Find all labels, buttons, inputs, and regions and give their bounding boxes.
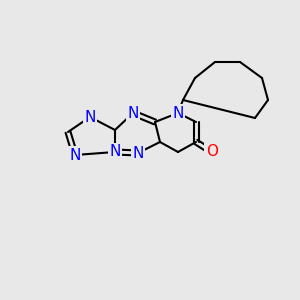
Text: N: N	[132, 146, 144, 160]
Text: N: N	[127, 106, 139, 121]
Text: O: O	[206, 145, 218, 160]
Text: N: N	[172, 106, 184, 121]
Text: N: N	[109, 145, 121, 160]
Text: N: N	[69, 148, 81, 163]
Text: N: N	[84, 110, 96, 124]
